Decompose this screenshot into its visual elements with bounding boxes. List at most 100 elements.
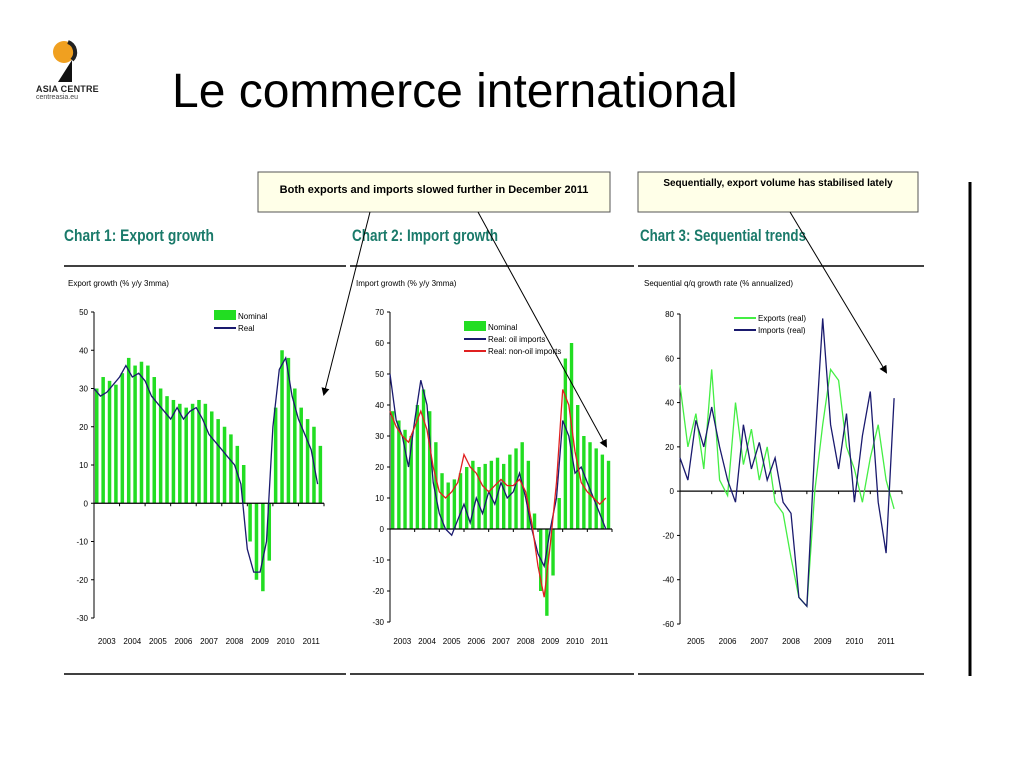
chart3-xtick-label-6: 2011 xyxy=(878,637,896,646)
chart1-bar-14 xyxy=(184,407,188,504)
logo-subtext: centreasia.eu xyxy=(36,94,79,101)
chart1-ytick-label-5: 0 xyxy=(84,499,89,508)
chart2-ytick-label-7: 0 xyxy=(380,525,385,534)
chart1-bar-25 xyxy=(254,503,259,580)
chart2-bar-35 xyxy=(606,460,611,529)
asia-centre-logo xyxy=(53,40,78,82)
chart1-bar-28 xyxy=(273,407,278,504)
chart1-bar-33 xyxy=(305,419,310,504)
chart3-xtick-label-2: 2007 xyxy=(750,637,768,646)
chart1-bar-1 xyxy=(101,377,105,504)
chart1-bar-29 xyxy=(280,350,284,504)
chart1-xtick-label-2: 2005 xyxy=(149,637,167,646)
chart1-ytick-label-3: 20 xyxy=(79,423,88,432)
chart1-legend-label-1: Real xyxy=(238,324,255,333)
chart2-legend-swatch-0 xyxy=(464,321,486,331)
chart1-bar-30 xyxy=(286,357,291,504)
chart2-subtitle: Import growth (% y/y 3mma) xyxy=(356,279,457,288)
chart3-ytick-label-3: 20 xyxy=(665,443,674,452)
chart1-bar-26 xyxy=(261,503,265,592)
chart3-ytick-label-7: -60 xyxy=(662,620,674,629)
chart2-bar-26 xyxy=(551,529,555,576)
chart1-bar-12 xyxy=(171,399,176,504)
chart2-bar-27 xyxy=(557,498,561,529)
chart2-bar-12 xyxy=(465,467,469,529)
chart1-xtick-label-0: 2003 xyxy=(98,637,116,646)
chart3-ytick-label-2: 40 xyxy=(665,399,674,408)
chart2-xtick-label-7: 2010 xyxy=(566,637,584,646)
chart2-bar-34 xyxy=(600,454,605,529)
chart2-bar-15 xyxy=(483,463,487,529)
chart1-xtick-label-4: 2007 xyxy=(200,637,218,646)
chart1-bar-3 xyxy=(114,384,118,504)
chart2-bar-9 xyxy=(446,482,450,529)
chart2-bar-31 xyxy=(582,436,586,529)
chart1-title: Chart 1: Export growth xyxy=(64,226,214,245)
chart1-bar-16 xyxy=(197,399,201,504)
chart2-xtick-label-1: 2004 xyxy=(418,637,436,646)
chart2-bar-29 xyxy=(569,343,574,529)
callout-text-2: Sequentially, export volume has stabilis… xyxy=(663,178,893,189)
logo-text: ASIA CENTRE xyxy=(36,84,99,94)
annotation-arrow-1 xyxy=(321,211,371,396)
chart1-xtick-label-6: 2009 xyxy=(251,637,269,646)
chart1-xtick-label-5: 2008 xyxy=(226,637,244,646)
chart1-ytick-label-1: 40 xyxy=(79,346,88,355)
chart2-ytick-label-0: 70 xyxy=(375,308,384,317)
chart1-xtick-label-1: 2004 xyxy=(123,637,141,646)
chart1-bar-0 xyxy=(95,388,99,504)
chart1-bar-7 xyxy=(139,361,144,504)
chart1-bar-6 xyxy=(133,365,137,504)
logo-circle xyxy=(53,41,75,63)
chart2-legend-label-2: Real: non-oil imports xyxy=(488,347,561,356)
chart2-bar-1 xyxy=(397,420,401,529)
chart3-ytick-label-4: 0 xyxy=(670,487,675,496)
chart1-bar-17 xyxy=(203,403,208,504)
chart1-bar-9 xyxy=(152,377,157,504)
callout-text-1: Both exports and imports slowed further … xyxy=(280,184,589,196)
chart1-bar-13 xyxy=(178,403,182,504)
chart1-legend-swatch-0 xyxy=(214,310,236,320)
logo-wedge xyxy=(58,60,72,82)
chart2-legend-label-0: Nominal xyxy=(488,323,518,332)
chart1-ytick-label-0: 50 xyxy=(79,308,88,317)
chart2-bar-22 xyxy=(526,460,531,529)
chart2-xtick-label-6: 2009 xyxy=(541,637,559,646)
chart2-bar-18 xyxy=(502,463,506,529)
chart1-bar-11 xyxy=(165,396,169,504)
chart1-xtick-label-3: 2006 xyxy=(175,637,193,646)
chart2-bar-11 xyxy=(458,473,463,529)
chart2-xtick-label-4: 2007 xyxy=(492,637,510,646)
chart2-ytick-label-6: 10 xyxy=(375,494,384,503)
chart3-xtick-label-1: 2006 xyxy=(719,637,737,646)
logo-arc xyxy=(67,40,78,62)
chart1-bar-10 xyxy=(158,388,163,504)
chart2-bar-5 xyxy=(421,389,426,529)
chart1-bar-19 xyxy=(216,419,220,504)
slide-title: Le commerce international xyxy=(172,65,738,118)
chart2-bar-7 xyxy=(434,442,438,529)
chart2-bar-6 xyxy=(428,411,432,529)
chart1-ytick-label-2: 30 xyxy=(79,385,88,394)
chart1-bar-24 xyxy=(248,503,252,542)
chart1-ytick-label-8: -30 xyxy=(76,614,88,623)
chart1-xtick-label-7: 2010 xyxy=(277,637,295,646)
chart2-ytick-label-9: -20 xyxy=(372,587,384,596)
chart2-ytick-label-1: 60 xyxy=(375,339,384,348)
chart2-bar-19 xyxy=(508,454,512,529)
chart1-ytick-label-7: -20 xyxy=(76,576,88,585)
chart2-ytick-label-8: -10 xyxy=(372,556,384,565)
chart1-ytick-label-4: 10 xyxy=(79,461,88,470)
callout-box-2 xyxy=(637,171,919,213)
chart1-bar-21 xyxy=(229,434,233,504)
chart2-ytick-label-2: 50 xyxy=(375,370,384,379)
chart2-bar-8 xyxy=(440,473,444,529)
annotation-arrow-2 xyxy=(477,211,607,448)
annotation-arrow-3 xyxy=(789,211,888,374)
chart2-ytick-label-3: 40 xyxy=(375,401,384,410)
chart2-bar-13 xyxy=(471,460,475,529)
chart1-legend-label-0: Nominal xyxy=(238,312,268,321)
chart1-bar-35 xyxy=(318,445,323,504)
